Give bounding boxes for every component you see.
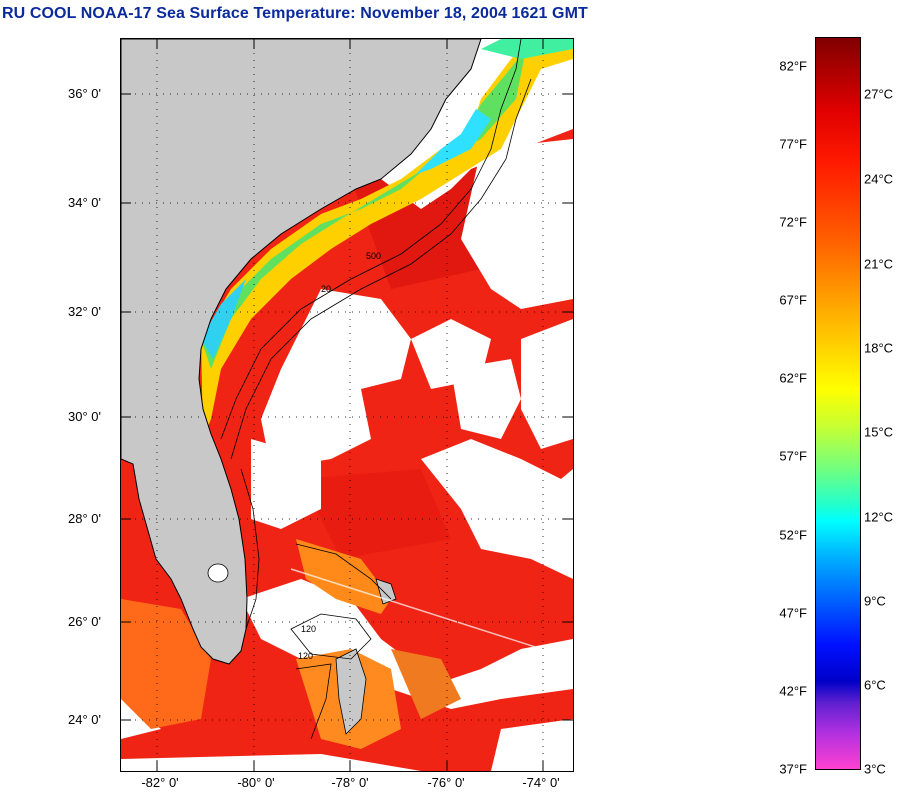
lat-label-24: 24° 0' [68, 712, 101, 727]
colorbar-c-label: 15°C [864, 424, 894, 440]
map-title: RU COOL NOAA-17 Sea Surface Temperature:… [2, 5, 588, 22]
lon-label-74: -74° 0' [522, 775, 560, 790]
lon-label-78: -78° 0' [331, 775, 369, 790]
colorbar-c-label: 12°C [864, 509, 894, 525]
colorbar-f-label: 47°F [779, 605, 807, 621]
axis-ticks [121, 39, 573, 771]
contour-label-2: 500 [366, 251, 381, 261]
colorbar-c-label: 24°C [864, 171, 894, 187]
colorbar-c-label: 9°C [864, 593, 886, 609]
temperature-colorbar [815, 37, 861, 770]
lon-label-82: -82° 0' [141, 775, 179, 790]
bahamas-shoal [296, 539, 391, 614]
land-mass [121, 39, 482, 665]
colorbar-f-label: 72°F [779, 214, 807, 230]
colorbar-f-label: 37°F [779, 761, 807, 777]
lat-label-34: 34° 0' [68, 195, 101, 210]
graticule [121, 39, 573, 771]
bahamas-island [335, 648, 367, 735]
lon-label-76: -76° 0' [427, 775, 465, 790]
contour-label-1: 120 [301, 624, 316, 634]
colorbar-c-label: 3°C [864, 761, 886, 777]
colorbar-f-label: 57°F [779, 448, 807, 464]
lat-label-30: 30° 0' [68, 409, 101, 424]
lat-label-32: 32° 0' [68, 304, 101, 319]
lat-label-26: 26° 0' [68, 614, 101, 629]
colorbar-f-label: 77°F [779, 136, 807, 152]
colorbar-f-label: 62°F [779, 370, 807, 386]
lon-label-80: -80° 0' [237, 775, 275, 790]
colorbar-c-label: 27°C [864, 86, 894, 102]
colorbar-c-label: 18°C [864, 340, 894, 356]
lake-okeechobee [207, 563, 229, 583]
colorbar-c-label: 21°C [864, 256, 894, 272]
lat-label-28: 28° 0' [68, 511, 101, 526]
sst-map: 120 500 20 120 [120, 38, 574, 772]
colorbar-f-label: 52°F [779, 527, 807, 543]
swath-edge [290, 568, 573, 660]
colorbar-f-label: 67°F [779, 292, 807, 308]
colorbar-f-label: 82°F [779, 58, 807, 74]
contour-label-3: 20 [321, 284, 331, 294]
colorbar-f-label: 42°F [779, 683, 807, 699]
lat-label-36: 36° 0' [68, 86, 101, 101]
isobath-contours [220, 39, 532, 740]
contour-label-4: 120 [298, 651, 313, 661]
colorbar-c-label: 6°C [864, 677, 886, 693]
